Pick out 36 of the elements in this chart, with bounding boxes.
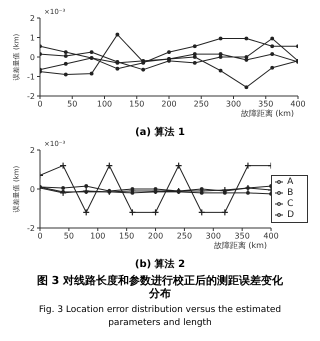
text: (b) 算法 2 [134, 258, 186, 272]
x-tick-label: 350 [258, 100, 274, 109]
x-tick-label: 150 [119, 232, 134, 241]
x-tick-label: 300 [206, 232, 221, 241]
x-tick-label: 350 [234, 232, 250, 241]
x-tick-label: 250 [194, 100, 209, 109]
y-tick-label: -1 [27, 72, 35, 82]
y-tick-label: -2 [27, 224, 35, 233]
x-tick-label: 100 [90, 232, 106, 241]
legend-label: B [287, 188, 294, 198]
x-tick-label: 150 [129, 100, 144, 109]
y-tick-label: 2 [30, 14, 35, 23]
y-tick-label: 2 [30, 146, 35, 155]
legend-label: D [287, 210, 294, 220]
x-tick-label: 50 [67, 100, 78, 109]
x-tick-label: 0 [37, 232, 43, 241]
x-tick-label: 250 [176, 232, 192, 241]
y-tick-label: 0 [30, 52, 35, 62]
legend-label: C [287, 199, 294, 209]
x-tick-label: 400 [263, 232, 279, 241]
x-axis-title: 故障距离 (km) [214, 241, 268, 250]
caption: Fig. 3 Location error distribution versus the estimated parameters and length [38, 304, 282, 330]
x-tick-label: 200 [148, 232, 164, 241]
x-tick-label: 200 [161, 100, 177, 109]
x-tick-label: 400 [290, 100, 306, 109]
y-tick-label: 1 [30, 33, 35, 42]
y-tick-label: 0 [30, 184, 35, 194]
x-axis-title: 故障距离 (km) [240, 109, 294, 118]
text: (a) 算法 1 [134, 126, 186, 140]
legend-label: A [287, 177, 294, 187]
x-tick-label: 0 [37, 100, 43, 109]
x-tick-label: 300 [226, 100, 242, 109]
y-tick-label: -2 [27, 92, 35, 101]
x-tick-label: 100 [96, 100, 112, 109]
caption: 图 3 对线路长度和参数进行校正后的测距误差变化分布 [36, 273, 284, 302]
x-tick-label: 50 [64, 232, 74, 241]
